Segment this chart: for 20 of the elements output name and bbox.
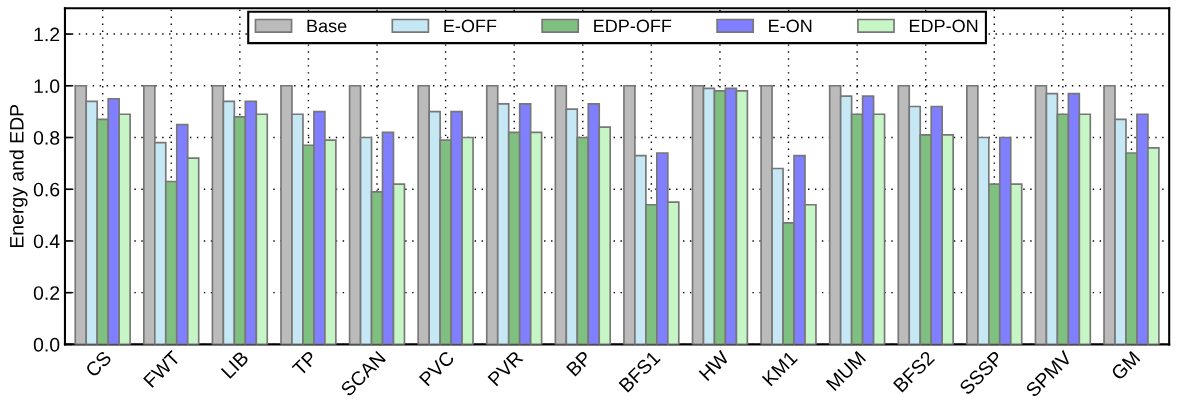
- legend-label: EDP-OFF: [594, 19, 672, 33]
- y-tick-label: 1.0: [34, 79, 60, 94]
- y-tick-label: 0.2: [33, 286, 60, 300]
- x-tick-label: LIB: [220, 350, 250, 379]
- x-tick-label: CS: [84, 350, 113, 378]
- x-tick-label: HW: [698, 349, 730, 381]
- x-tick-label: KM1: [761, 350, 798, 387]
- x-tick-label: BP: [566, 350, 593, 377]
- legend-label: E-ON: [769, 19, 812, 33]
- x-tick-label: TP: [291, 350, 318, 377]
- legend-label: Base: [307, 19, 347, 33]
- y-tick-label: 0.6: [33, 182, 60, 197]
- legend-label: E-OFF: [444, 19, 497, 33]
- y-tick-label: 0.8: [33, 130, 60, 145]
- y-tick-label: 0.0: [33, 337, 60, 352]
- y-tick-label: 1.2: [34, 27, 60, 42]
- y-tick-label: 0.4: [33, 234, 60, 249]
- y-axis-title: Energy and EDP: [9, 104, 28, 248]
- legend-label: EDP-ON: [909, 19, 978, 33]
- x-tick-label: GM: [1110, 350, 1141, 381]
